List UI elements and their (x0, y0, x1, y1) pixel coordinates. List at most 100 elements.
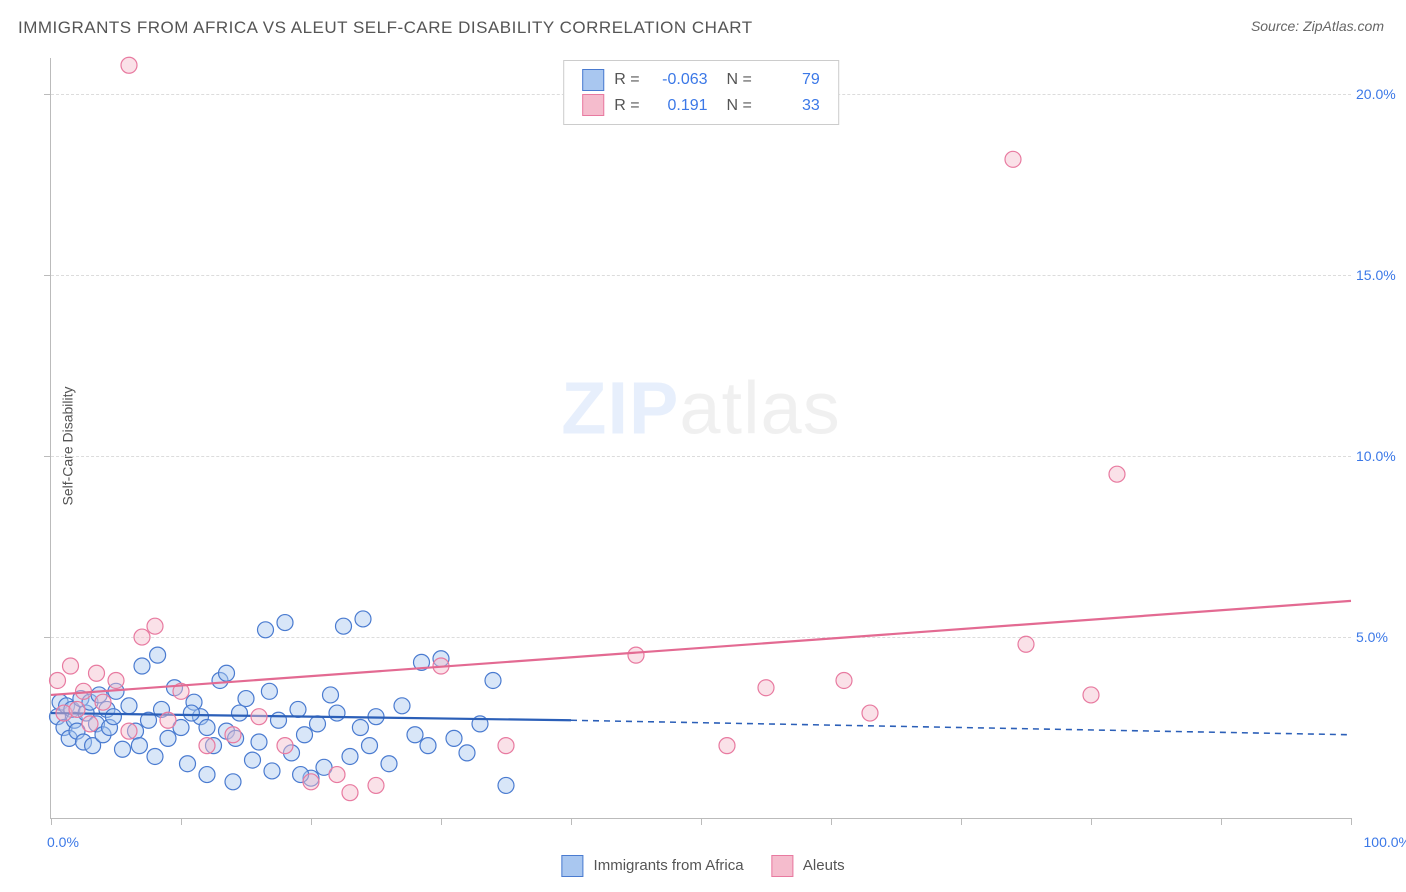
x-tick (571, 818, 572, 825)
data-point (303, 774, 319, 790)
data-point (329, 767, 345, 783)
data-point (368, 777, 384, 793)
data-point (329, 705, 345, 721)
legend-row-series-2: R = 0.191 N = 33 (582, 93, 820, 119)
y-tick-label: 20.0% (1356, 86, 1406, 102)
data-point (355, 611, 371, 627)
data-point (277, 738, 293, 754)
trend-line (51, 601, 1351, 695)
legend-item-2: Aleuts (772, 855, 845, 877)
legend-n-label: N = (718, 67, 752, 93)
data-point (271, 712, 287, 728)
x-tick (1221, 818, 1222, 825)
x-tick (831, 818, 832, 825)
data-point (1109, 466, 1125, 482)
data-point (290, 701, 306, 717)
data-point (199, 720, 215, 736)
data-point (147, 748, 163, 764)
data-point (121, 57, 137, 73)
data-point (342, 748, 358, 764)
data-point (82, 716, 98, 732)
data-point (115, 741, 131, 757)
x-tick (311, 818, 312, 825)
data-point (628, 647, 644, 663)
legend-r-label: R = (614, 67, 639, 93)
data-point (225, 774, 241, 790)
legend-swatch-icon (561, 855, 583, 877)
data-point (199, 738, 215, 754)
data-point (485, 672, 501, 688)
data-point (199, 767, 215, 783)
data-point (862, 705, 878, 721)
legend-swatch-2 (582, 94, 604, 116)
x-axis-max-label: 100.0% (1364, 834, 1406, 850)
data-point (264, 763, 280, 779)
data-point (719, 738, 735, 754)
y-tick-label: 15.0% (1356, 267, 1406, 283)
data-point (394, 698, 410, 714)
data-point (105, 709, 121, 725)
x-tick (961, 818, 962, 825)
data-point (498, 777, 514, 793)
data-point (459, 745, 475, 761)
data-point (89, 665, 105, 681)
x-tick (51, 818, 52, 825)
data-point (362, 738, 378, 754)
x-tick (441, 818, 442, 825)
data-point (758, 680, 774, 696)
data-point (121, 698, 137, 714)
data-point (420, 738, 436, 754)
data-point (1005, 151, 1021, 167)
data-point (232, 705, 248, 721)
data-point (323, 687, 339, 703)
data-point (381, 756, 397, 772)
trend-line-extrapolated (571, 720, 1351, 734)
data-point (407, 727, 423, 743)
data-point (446, 730, 462, 746)
legend-swatch-1 (582, 69, 604, 91)
x-tick (701, 818, 702, 825)
series-legend: Immigrants from Africa Aleuts (561, 855, 844, 877)
scatter-svg (51, 58, 1351, 818)
data-point (50, 672, 66, 688)
data-point (245, 752, 261, 768)
chart-title: IMMIGRANTS FROM AFRICA VS ALEUT SELF-CAR… (18, 18, 753, 38)
data-point (297, 727, 313, 743)
data-point (180, 756, 196, 772)
legend-row-series-1: R = -0.063 N = 79 (582, 67, 820, 93)
plot-area: ZIPatlas 5.0%10.0%15.0%20.0% R = -0.063 … (50, 58, 1351, 819)
data-point (238, 691, 254, 707)
x-tick (1091, 818, 1092, 825)
data-point (352, 720, 368, 736)
data-point (836, 672, 852, 688)
legend-n-value-1: 79 (762, 67, 820, 93)
data-point (277, 615, 293, 631)
data-point (225, 727, 241, 743)
legend-n-value-2: 33 (762, 93, 820, 119)
data-point (63, 658, 79, 674)
data-point (134, 658, 150, 674)
x-axis-min-label: 0.0% (47, 834, 79, 850)
data-point (95, 694, 111, 710)
legend-item-1: Immigrants from Africa (561, 855, 743, 877)
legend-label-2: Aleuts (803, 857, 845, 874)
data-point (160, 712, 176, 728)
data-point (134, 629, 150, 645)
data-point (121, 723, 137, 739)
data-point (219, 665, 235, 681)
x-tick (1351, 818, 1352, 825)
x-tick (181, 818, 182, 825)
correlation-legend: R = -0.063 N = 79 R = 0.191 N = 33 (563, 60, 839, 125)
legend-r-value-2: 0.191 (650, 93, 708, 119)
data-point (160, 730, 176, 746)
data-point (310, 716, 326, 732)
data-point (1018, 636, 1034, 652)
data-point (336, 618, 352, 634)
data-point (147, 618, 163, 634)
data-point (1083, 687, 1099, 703)
legend-swatch-icon (772, 855, 794, 877)
data-point (251, 734, 267, 750)
data-point (131, 738, 147, 754)
data-point (251, 709, 267, 725)
data-point (261, 683, 277, 699)
